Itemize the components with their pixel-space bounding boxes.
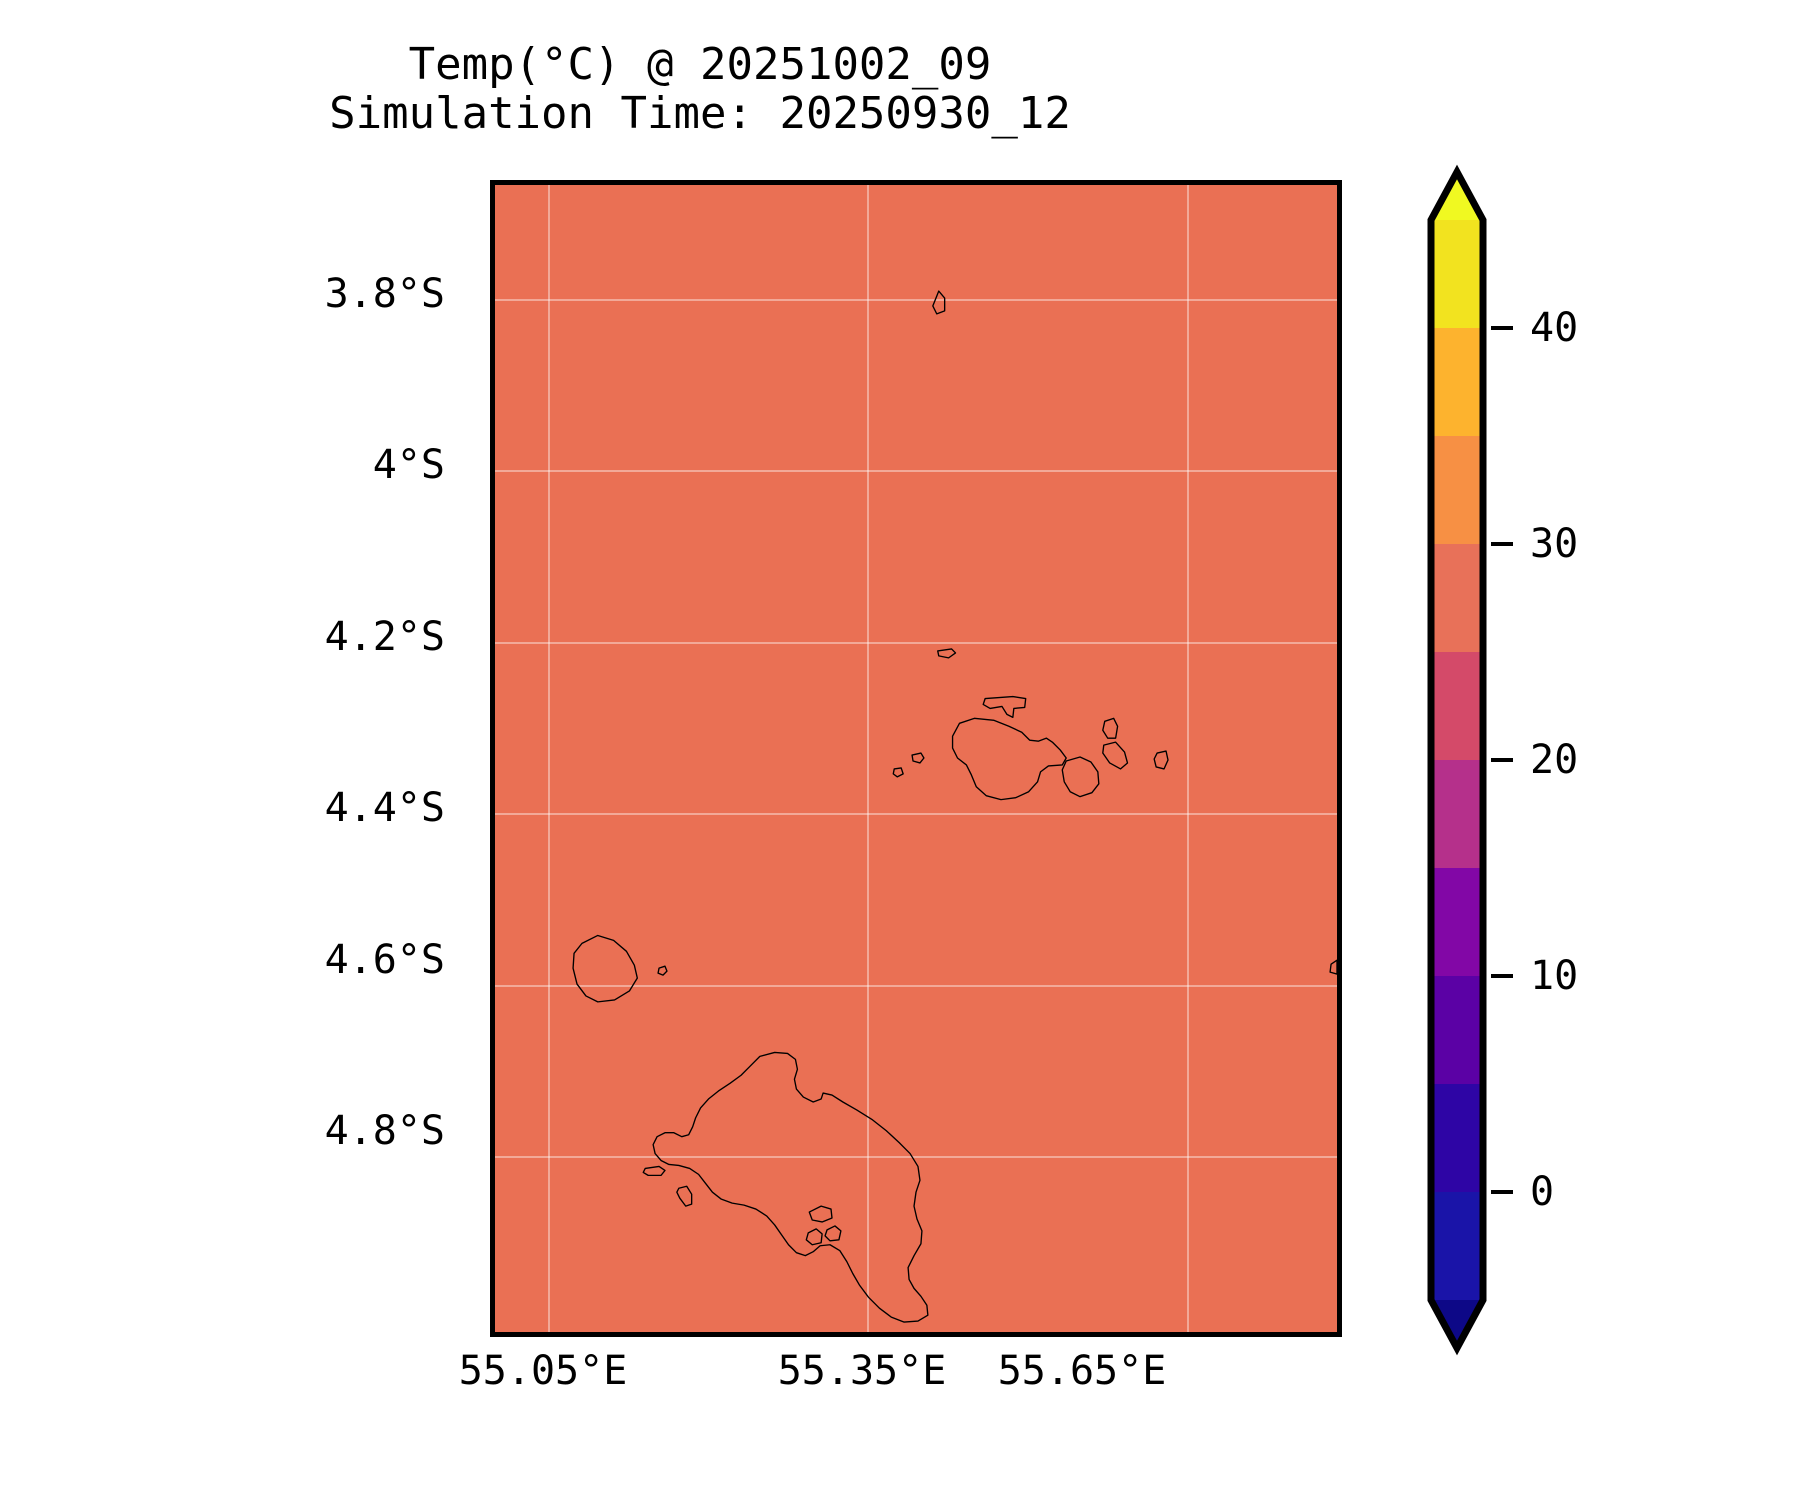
colorbar-tick-label-10: 10 bbox=[1530, 953, 1579, 999]
colorbar-tick-mark-30 bbox=[1491, 542, 1513, 546]
ytick-label-42s: 4.2°S bbox=[324, 614, 445, 660]
ytick-label-48s: 4.8°S bbox=[324, 1108, 445, 1154]
colorbar-tick-label-0: 0 bbox=[1530, 1169, 1555, 1215]
colorbar-band-neg5-0 bbox=[1431, 1192, 1483, 1300]
colorbar-tick-mark-10 bbox=[1491, 974, 1513, 978]
colorbar-tick-label-20: 20 bbox=[1530, 737, 1579, 783]
coastline-islet-east-edge bbox=[1330, 960, 1337, 974]
coastline-islet-cerf bbox=[806, 1229, 822, 1245]
colorbar bbox=[1425, 160, 1489, 1360]
coastline-islet-north-praslin bbox=[938, 649, 956, 658]
colorbar-tick-label-30: 30 bbox=[1530, 521, 1579, 567]
xtick-label-5535e: 55.35°E bbox=[777, 1348, 947, 1394]
ytick-label-44s: 4.4°S bbox=[324, 785, 445, 831]
coastline-islet-ste-anne bbox=[809, 1206, 832, 1222]
coastline-north-island bbox=[658, 966, 667, 975]
chart-title: Temp(°C) @ 20251002_09 Simulation Time: … bbox=[0, 40, 1400, 139]
colorbar-outline bbox=[1427, 164, 1487, 1356]
gridline-vertical-5565 bbox=[1187, 185, 1189, 1332]
coastline-mahe bbox=[653, 1052, 928, 1322]
map-plot-area bbox=[490, 180, 1342, 1337]
xtick-label-5565e: 55.65°E bbox=[997, 1348, 1167, 1394]
coastline-felicite bbox=[1103, 718, 1118, 738]
colorbar-band-40-45 bbox=[1431, 220, 1483, 328]
gridline-vertical-5535 bbox=[867, 185, 869, 1332]
colorbar-tick-mark-20 bbox=[1491, 758, 1513, 762]
gridline-horizontal-44s bbox=[495, 813, 1337, 815]
ytick-label-40s: 4°S bbox=[372, 442, 445, 488]
coastline-fregate bbox=[1154, 751, 1168, 769]
coastline-islet-moyenne bbox=[825, 1226, 841, 1241]
title-line-secondary: Simulation Time: 20250930_12 bbox=[329, 88, 1071, 140]
gridline-horizontal-46s bbox=[495, 985, 1337, 987]
coastline-islet-cousine bbox=[893, 768, 903, 777]
colorbar-band-25-30 bbox=[1431, 544, 1483, 652]
gridline-horizontal-38s bbox=[495, 299, 1337, 301]
ytick-label-38s: 3.8°S bbox=[324, 271, 445, 317]
gridline-horizontal-42s bbox=[495, 642, 1337, 644]
coastline-islet-therese bbox=[643, 1166, 665, 1175]
coastline-silhouette bbox=[573, 935, 637, 1001]
colorbar-tick-label-40: 40 bbox=[1530, 305, 1579, 351]
colorbar-band-10-15 bbox=[1431, 868, 1483, 976]
coastline-islet-cousin bbox=[912, 753, 924, 763]
colorbar-band-15-20 bbox=[1431, 760, 1483, 868]
title-line-primary: Temp(°C) @ 20251002_09 bbox=[408, 39, 992, 90]
gridline-horizontal-48s bbox=[495, 1156, 1337, 1158]
gridline-vertical-5505 bbox=[548, 185, 550, 1332]
map-inner-region bbox=[495, 185, 1337, 1332]
coastline-bird-island bbox=[933, 291, 945, 314]
coastline-overlay bbox=[495, 185, 1337, 1332]
colorbar-tick-mark-40 bbox=[1491, 326, 1513, 330]
colorbar-tick-mark-0 bbox=[1491, 1190, 1513, 1194]
ytick-label-46s: 4.6°S bbox=[324, 937, 445, 983]
coastline-marianne bbox=[1103, 742, 1128, 769]
colorbar-band-35-40 bbox=[1431, 328, 1483, 436]
coastline-curieuse bbox=[983, 697, 1025, 718]
coastline-islet-conception bbox=[677, 1186, 692, 1206]
colorbar-band-30-35 bbox=[1431, 436, 1483, 544]
coastline-praslin bbox=[953, 718, 1067, 799]
colorbar-band-20-25 bbox=[1431, 652, 1483, 760]
xtick-label-5505e: 55.05°E bbox=[458, 1348, 628, 1394]
colorbar-band-5-10 bbox=[1431, 976, 1483, 1084]
colorbar-gradient bbox=[1427, 164, 1487, 1356]
colorbar-band-0-5 bbox=[1431, 1084, 1483, 1192]
gridline-horizontal-40s bbox=[495, 470, 1337, 472]
coastline-la-digue bbox=[1062, 757, 1099, 797]
